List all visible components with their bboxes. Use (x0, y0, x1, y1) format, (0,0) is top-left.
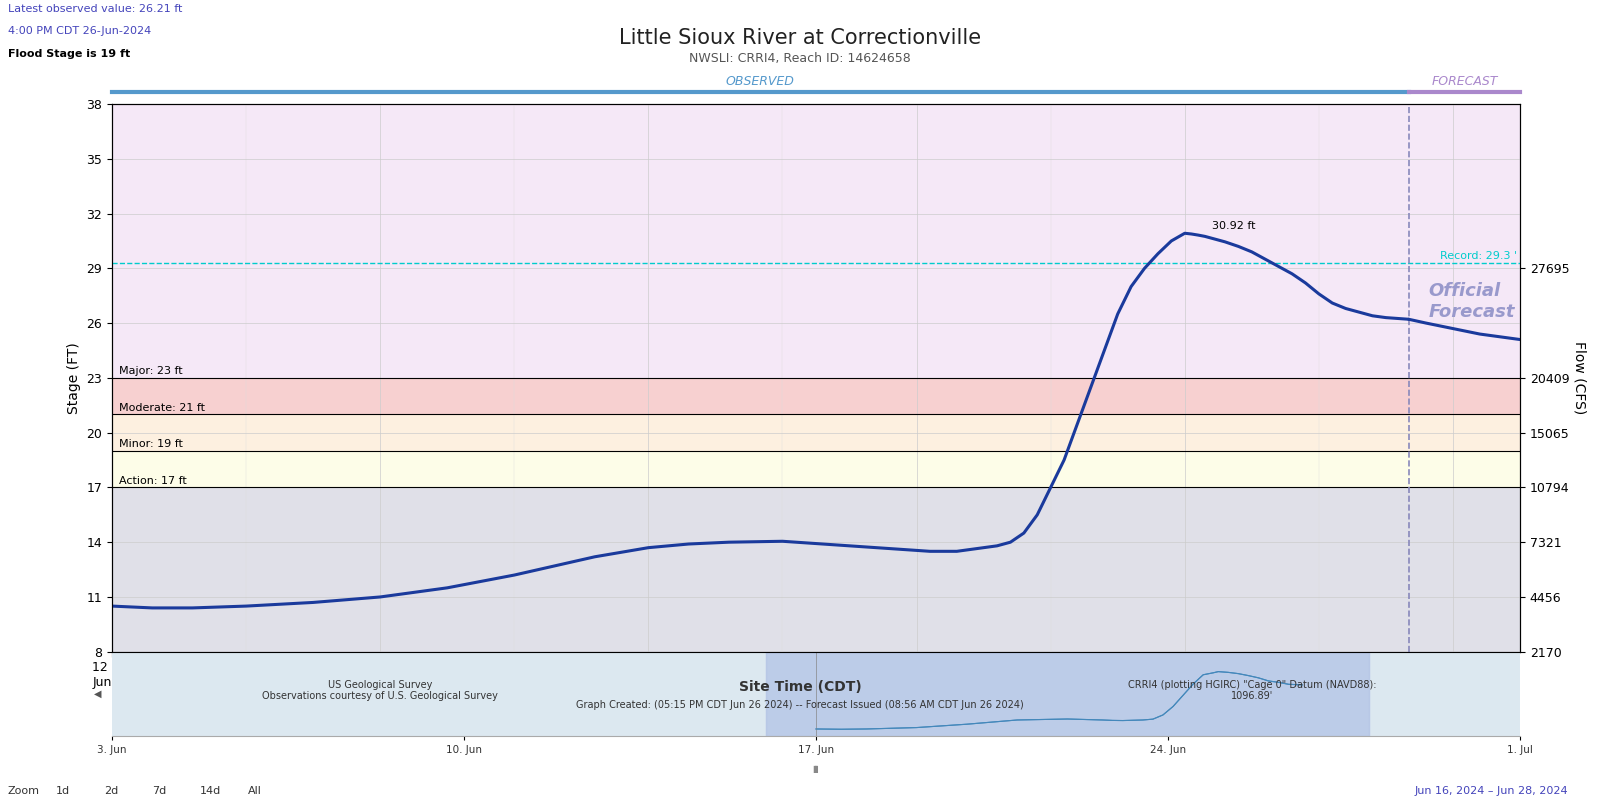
Text: Little Sioux River at Correctionville: Little Sioux River at Correctionville (619, 28, 981, 48)
Text: Record: 29.3 ': Record: 29.3 ' (1440, 251, 1517, 261)
Text: NWSLI: CRRI4, Reach ID: 14624658: NWSLI: CRRI4, Reach ID: 14624658 (690, 52, 910, 65)
Bar (766, 652, 1370, 736)
Text: Latest observed value: 26.21 ft: Latest observed value: 26.21 ft (8, 4, 182, 14)
Text: Moderate: 21 ft: Moderate: 21 ft (118, 402, 205, 413)
Text: Action: 17 ft: Action: 17 ft (118, 475, 187, 486)
Text: 2d: 2d (104, 786, 118, 796)
Text: 30.92 ft: 30.92 ft (1211, 221, 1254, 230)
Text: Graph Created: (05:15 PM CDT Jun 26 2024) -- Forecast Issued (08:56 AM CDT Jun 2: Graph Created: (05:15 PM CDT Jun 26 2024… (576, 700, 1024, 710)
Text: Minor: 19 ft: Minor: 19 ft (118, 439, 182, 449)
Text: ◀: ◀ (94, 689, 102, 699)
Text: Official
Forecast: Official Forecast (1429, 282, 1515, 321)
Text: 1d: 1d (56, 786, 70, 796)
Text: 14d: 14d (200, 786, 221, 796)
Bar (112, 378, 1520, 414)
Bar (112, 104, 1520, 378)
Text: US Geological Survey
Observations courtesy of U.S. Geological Survey: US Geological Survey Observations courte… (262, 680, 498, 702)
Text: OBSERVED: OBSERVED (726, 75, 795, 88)
Bar (112, 451, 1520, 487)
Text: 4:00 PM CDT 26-Jun-2024: 4:00 PM CDT 26-Jun-2024 (8, 26, 152, 36)
Bar (766, 652, 1370, 736)
Y-axis label: Flow (CFS): Flow (CFS) (1573, 342, 1586, 414)
Bar (112, 414, 1520, 451)
Text: Flood Stage is 19 ft: Flood Stage is 19 ft (8, 49, 130, 59)
Text: Site Time (CDT): Site Time (CDT) (739, 680, 861, 694)
Y-axis label: Stage (FT): Stage (FT) (67, 342, 82, 414)
Text: Major: 23 ft: Major: 23 ft (118, 366, 182, 376)
Text: 7d: 7d (152, 786, 166, 796)
Text: CRRI4 (plotting HGIRC) "Cage 0" Datum (NAVD88):
1096.89': CRRI4 (plotting HGIRC) "Cage 0" Datum (N… (1128, 680, 1376, 702)
Text: Jun 16, 2024 – Jun 28, 2024: Jun 16, 2024 – Jun 28, 2024 (1414, 786, 1568, 796)
Text: ▐▌: ▐▌ (811, 766, 821, 773)
Text: Zoom: Zoom (8, 786, 40, 796)
Text: All: All (248, 786, 262, 796)
Text: FORECAST: FORECAST (1430, 75, 1498, 88)
Bar (112, 487, 1520, 652)
